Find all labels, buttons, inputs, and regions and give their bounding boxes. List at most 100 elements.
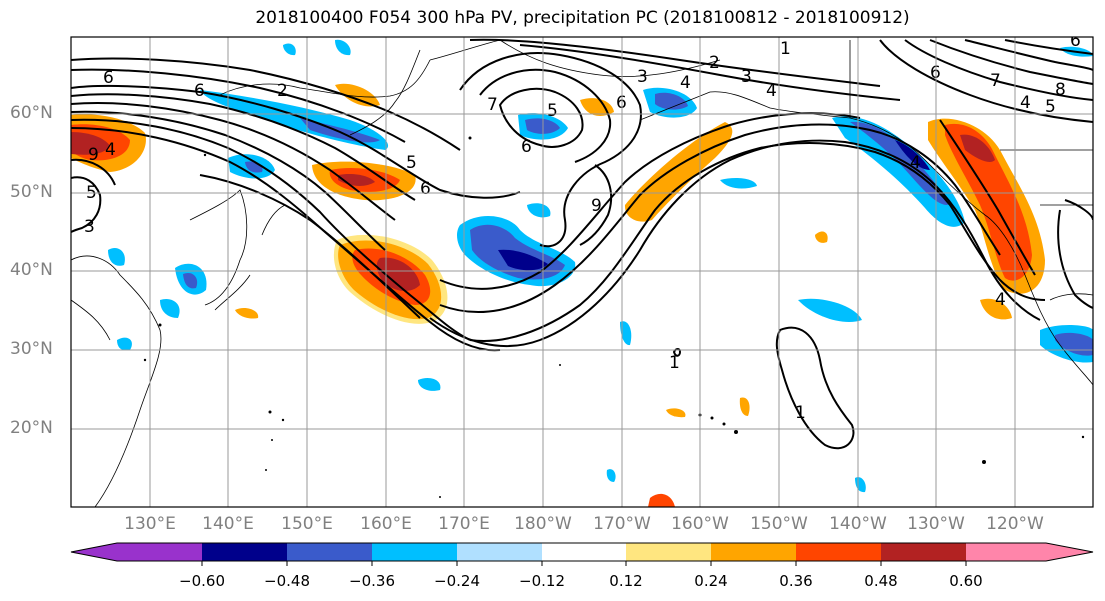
- negative-anomaly: [335, 39, 351, 56]
- map-title: 2018100400 F054 300 hPa PV, precipitatio…: [255, 8, 910, 28]
- colorbar-tick-label: 0.12: [609, 572, 643, 590]
- colorbar-tick-label: −0.60: [179, 572, 225, 590]
- negative-anomaly: [850, 121, 948, 206]
- negative-anomaly: [655, 92, 688, 110]
- negative-anomaly: [527, 203, 551, 218]
- contour-label: 3: [637, 67, 648, 87]
- colorbar-bin: [966, 543, 1046, 561]
- positive-anomaly: [580, 98, 614, 116]
- colorbar-tick-label: 0.24: [694, 572, 728, 590]
- lon-label: 120°W: [986, 514, 1044, 534]
- lon-label: 150°E: [281, 514, 333, 534]
- lon-label: 160°W: [671, 514, 729, 534]
- colorbar-tick-label: 0.48: [864, 572, 898, 590]
- contour-label: 8: [1055, 80, 1066, 100]
- pv-contours: [71, 38, 1093, 450]
- lat-label: 30°N: [10, 339, 53, 359]
- colorbar-bin: [117, 543, 202, 561]
- colorbar-tick-label: 0.36: [779, 572, 813, 590]
- map-layers: 6 6 2 4 9 5 3 5 6 7 5 6 9 3 6 4 1 2 3 4: [71, 31, 1093, 507]
- colorbar-bin: [372, 543, 457, 561]
- lat-label: 50°N: [10, 182, 53, 202]
- negative-anomaly: [606, 469, 616, 482]
- lon-label: 150°W: [750, 514, 808, 534]
- colorbar-extend-high: [1046, 543, 1093, 561]
- negative-anomaly: [832, 116, 965, 227]
- contour-label: 6: [103, 68, 114, 88]
- contour-label: 5: [547, 101, 558, 121]
- contour-label: 9: [88, 145, 99, 165]
- contour-label: 4: [995, 290, 1006, 310]
- positive-anomaly: [945, 123, 1032, 281]
- contour-label: 3: [741, 67, 752, 87]
- lon-label: 160°E: [360, 514, 412, 534]
- contour-label: 5: [406, 153, 417, 173]
- gridlines: [71, 37, 1093, 507]
- contour-label: 6: [420, 179, 431, 199]
- colorbar-tick-label: −0.12: [519, 572, 565, 590]
- contour-label: 4: [680, 73, 691, 93]
- colorbar-bin: [457, 543, 542, 561]
- colorbar-bin: [287, 543, 372, 561]
- negative-anomaly: [498, 249, 548, 271]
- positive-anomaly: [235, 307, 259, 319]
- contour-label: 2: [709, 53, 720, 73]
- contour-label: 6: [930, 63, 941, 83]
- colorbar-tick-label: 0.60: [949, 572, 983, 590]
- map-frame: [70, 36, 1094, 508]
- negative-anomaly: [183, 272, 198, 289]
- positive-anomaly: [739, 397, 750, 416]
- lon-label: 130°E: [124, 514, 176, 534]
- contour-label: 1: [669, 353, 680, 373]
- contour-label: 5: [1045, 97, 1056, 117]
- colorbar-bin: [711, 543, 796, 561]
- contour-label: 6: [1070, 31, 1081, 51]
- lat-label: 20°N: [10, 418, 53, 438]
- contour-label: 4: [1020, 93, 1031, 113]
- colorbar-bin: [202, 543, 287, 561]
- lon-label: 130°W: [907, 514, 965, 534]
- contour-label: 7: [990, 71, 1001, 91]
- positive-anomaly: [624, 122, 733, 222]
- negative-anomaly: [160, 298, 180, 318]
- positive-anomaly: [376, 257, 420, 292]
- positive-anomaly: [815, 231, 828, 243]
- lat-label: 60°N: [10, 103, 53, 123]
- lon-label: 140°W: [829, 514, 887, 534]
- colorbar-bin: [796, 543, 881, 561]
- positive-anomaly: [335, 83, 380, 107]
- negative-anomaly: [108, 247, 125, 266]
- islands: [143, 136, 1085, 498]
- negative-anomaly: [283, 43, 296, 56]
- negative-anomaly: [418, 378, 441, 391]
- positive-anomaly: [980, 298, 1012, 320]
- contour-label: 7: [487, 95, 498, 115]
- negative-anomaly: [895, 140, 930, 170]
- contour-label: 2: [277, 81, 288, 101]
- contour-label: 4: [766, 81, 777, 101]
- colorbar-tick-label: −0.36: [349, 572, 395, 590]
- positive-anomaly: [960, 134, 995, 162]
- negative-anomaly: [117, 337, 132, 351]
- contour-label: 4: [105, 140, 116, 160]
- pv-contour-labels: 6 6 2 4 9 5 3 5 6 7 5 6 9 3 6 4 1 2 3 4: [84, 31, 1081, 423]
- contour-label: 6: [521, 137, 532, 157]
- colorbar-extend-low: [71, 543, 117, 561]
- positive-anomaly: [648, 493, 675, 507]
- negative-anomaly: [798, 298, 862, 322]
- positive-anomaly: [666, 408, 686, 418]
- lon-label: 180°W: [514, 514, 572, 534]
- contour-label: 1: [780, 39, 791, 59]
- contour-label: 6: [616, 93, 627, 113]
- lon-label: 170°W: [593, 514, 651, 534]
- contour-label: 4: [910, 153, 921, 173]
- contour-label: 3: [84, 217, 95, 237]
- colorbar-tick-label: −0.24: [434, 572, 480, 590]
- colorbar-bin: [542, 543, 626, 561]
- lon-label: 140°E: [202, 514, 254, 534]
- positive-anomaly: [71, 132, 110, 155]
- contour-label: 6: [194, 81, 205, 101]
- colorbar-ticks: [201, 561, 967, 566]
- colorbar-outline: [70, 542, 1094, 562]
